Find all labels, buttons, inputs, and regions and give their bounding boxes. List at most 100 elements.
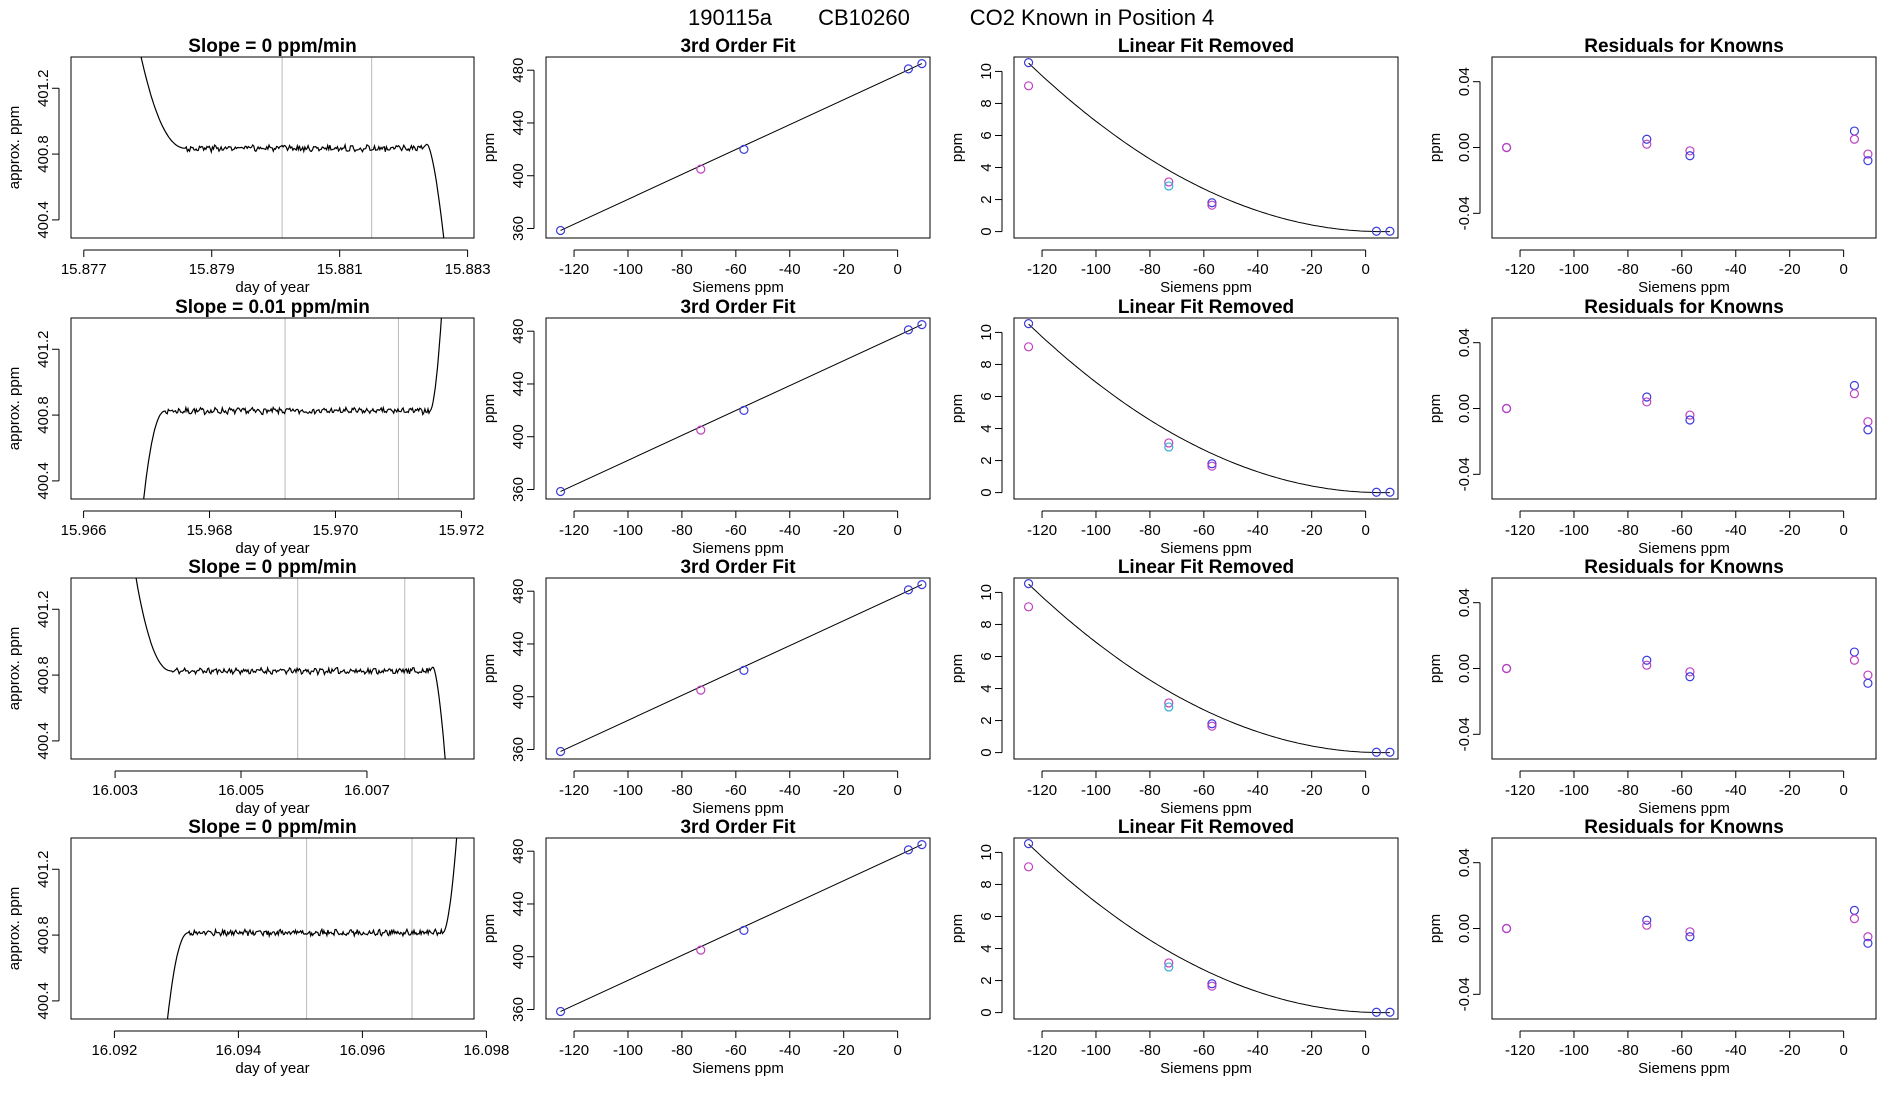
x-axis-label: day of year — [235, 800, 309, 817]
known-point — [1023, 58, 1034, 68]
y-axis-label: approx. ppm — [6, 627, 23, 710]
y-tick-label: 400.8 — [35, 396, 52, 434]
y-axis-label: ppm — [949, 914, 966, 943]
residual-point — [1863, 938, 1873, 948]
x-tick-label: 15.966 — [61, 522, 107, 539]
residual-point — [1863, 156, 1873, 166]
x-axis: 15.877 15.879 15.881 15.883 day of year — [61, 249, 491, 296]
known-point — [1164, 698, 1174, 708]
panel-fit-row-1: 3rd Order Fit -120 -100 -80 -60 -40 -20 0 Siemen… — [481, 36, 931, 296]
x-tick-label: -40 — [1247, 1042, 1269, 1059]
panel-title: Linear Fit Removed — [1118, 297, 1294, 318]
y-axis-label: ppm — [481, 394, 498, 423]
x-axis: -120 -100 -80 -60 -40 -20 0 Siemens ppm — [1505, 249, 1848, 296]
y-tick-label: 10 — [978, 63, 995, 80]
x-axis-label: Siemens ppm — [1160, 279, 1252, 296]
y-tick-label: 401.2 — [35, 69, 52, 107]
x-tick-label: -80 — [1617, 261, 1639, 278]
y-tick-label: -0.04 — [1456, 196, 1473, 230]
plot-area — [166, 838, 458, 1019]
residual-point — [1501, 403, 1512, 414]
plot-area — [555, 839, 927, 1017]
known-point — [1023, 839, 1034, 849]
y-tick-label: 0.00 — [1456, 133, 1473, 162]
y-axis: 400.4 400.8 401.2 approx. ppm — [6, 850, 60, 1020]
y-axis: 360 400 440 480 ppm — [481, 839, 535, 1022]
x-tick-label: -60 — [1193, 1042, 1215, 1059]
x-tick-label: -120 — [1505, 1042, 1535, 1059]
x-axis-label: Siemens ppm — [1160, 800, 1252, 817]
known-point — [917, 58, 927, 69]
residual-point — [1642, 397, 1652, 407]
x-tick-label: 0 — [893, 782, 901, 799]
residual-point — [1642, 915, 1652, 925]
known-point — [1385, 747, 1395, 757]
x-axis-label: day of year — [235, 279, 309, 296]
figure-supertitle: 190115a CB10260 CO2 Known in Position 4 — [688, 5, 1214, 30]
x-tick-label: -20 — [1301, 261, 1323, 278]
residual-point — [1685, 927, 1695, 937]
x-tick-label: -100 — [613, 782, 643, 799]
plot-area — [1501, 647, 1873, 688]
residual-point — [1849, 389, 1860, 399]
x-axis: -120 -100 -80 -60 -40 -20 0 Siemens ppm — [559, 510, 902, 557]
x-tick-label: -40 — [779, 1042, 801, 1059]
y-axis-label: ppm — [1427, 914, 1444, 943]
x-axis-label: Siemens ppm — [692, 800, 784, 817]
known-point — [1385, 1007, 1395, 1017]
known-point — [1164, 442, 1174, 452]
residual-point — [1849, 655, 1860, 665]
x-tick-label: -40 — [1247, 261, 1269, 278]
x-tick-label: 16.098 — [463, 1042, 509, 1059]
y-tick-label: 6 — [978, 912, 995, 920]
x-tick-label: 0 — [1839, 522, 1847, 539]
x-tick-label: 16.092 — [91, 1042, 137, 1059]
panel-frame — [70, 577, 475, 760]
known-point — [739, 405, 749, 415]
x-tick-label: -100 — [613, 261, 643, 278]
residual-point — [1642, 392, 1652, 402]
plot-area — [555, 579, 927, 757]
x-tick-label: 0 — [1361, 782, 1369, 799]
x-tick-label: -120 — [1505, 522, 1535, 539]
residual-point — [1685, 932, 1695, 942]
x-tick-label: -80 — [1139, 782, 1161, 799]
plot-area — [143, 318, 442, 499]
known-point — [1164, 181, 1174, 191]
x-axis: -120 -100 -80 -60 -40 -20 0 Siemens ppm — [1505, 1030, 1848, 1077]
panel-title: Linear Fit Removed — [1118, 817, 1294, 838]
panel-residuals-row-2: Residuals for Knowns -120 -100 -80 -60 -40 -20… — [1427, 297, 1877, 557]
y-tick-label: 0 — [978, 488, 995, 496]
known-point — [1023, 342, 1034, 352]
residual-point — [1685, 146, 1695, 156]
known-point — [1207, 979, 1217, 989]
y-tick-label: 4 — [978, 424, 995, 432]
x-tick-label: -40 — [1247, 522, 1269, 539]
panel-title: Slope = 0.01 ppm/min — [175, 297, 370, 318]
residual-point — [1849, 914, 1860, 924]
y-tick-label: 440 — [510, 891, 527, 916]
x-axis-label: Siemens ppm — [1160, 540, 1252, 557]
panel-title: Residuals for Knowns — [1584, 817, 1784, 838]
x-tick-label: -60 — [1193, 261, 1215, 278]
x-tick-label: 0 — [1361, 261, 1369, 278]
y-tick-label: 2 — [978, 716, 995, 724]
x-tick-label: -100 — [1081, 522, 1111, 539]
x-tick-label: -100 — [1081, 1042, 1111, 1059]
panel-title: 3rd Order Fit — [680, 36, 796, 57]
panel-frame — [545, 56, 931, 239]
panel-title: Slope = 0 ppm/min — [188, 817, 356, 838]
x-tick-label: -20 — [833, 261, 855, 278]
x-tick-label: -80 — [1139, 1042, 1161, 1059]
x-tick-label: -80 — [671, 522, 693, 539]
y-axis: 360 400 440 480 ppm — [481, 319, 535, 502]
y-axis: -0.04 0.00 0.04 ppm — [1427, 328, 1481, 491]
x-axis: -120 -100 -80 -60 -40 -20 0 Siemens ppm — [1505, 770, 1848, 817]
known-point — [696, 945, 706, 955]
known-point — [1023, 319, 1034, 329]
panel-title: 3rd Order Fit — [680, 557, 796, 578]
x-tick-label: 15.881 — [317, 261, 363, 278]
x-tick-label: -80 — [1617, 522, 1639, 539]
y-tick-label: 2 — [978, 976, 995, 984]
